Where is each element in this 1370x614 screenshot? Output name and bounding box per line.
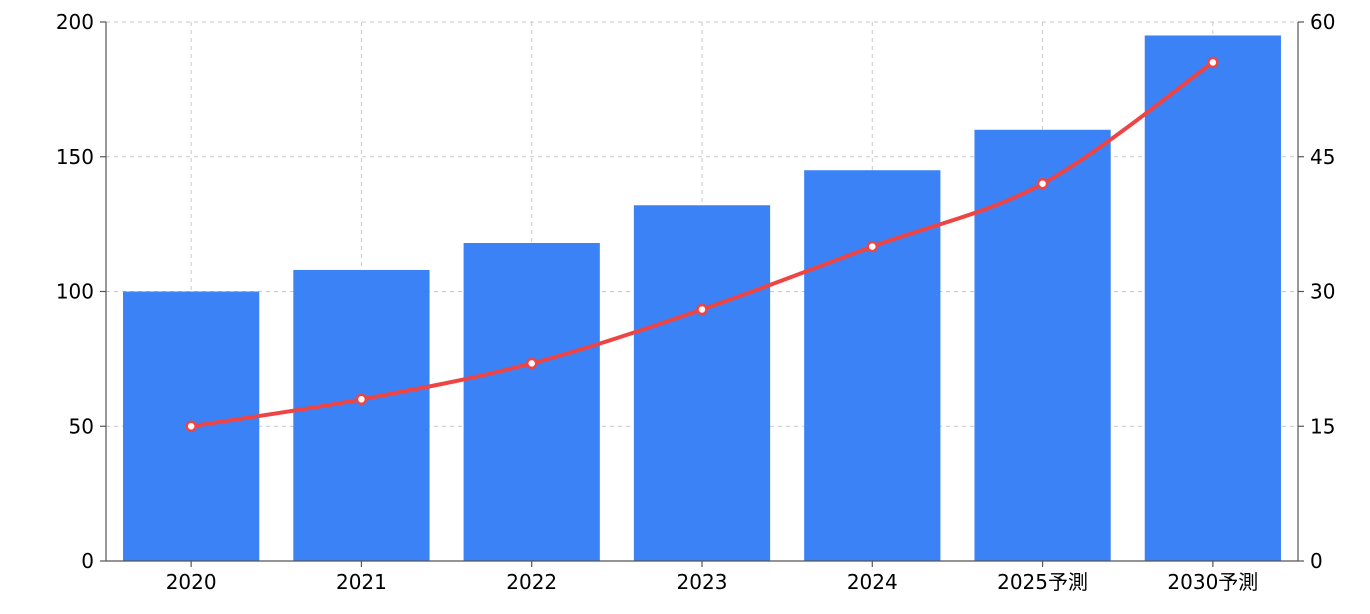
bar [633,205,771,561]
right-tick-label: 30 [1310,280,1335,304]
bar [974,129,1111,562]
bar [1144,35,1281,562]
axes [100,21,1304,567]
left-tick-label: 0 [81,549,94,573]
line-point [185,420,197,432]
x-tick-label: 2020 [166,570,217,594]
right-tick-label: 0 [1310,549,1323,573]
trend-line [185,56,1219,432]
line-point [1207,56,1219,69]
bar [293,269,430,561]
right-tick-label: 15 [1310,414,1335,438]
x-tick-label: 2021 [336,570,387,594]
right-tick-label: 60 [1310,10,1335,34]
line-point [525,357,538,370]
line-point [1036,177,1049,190]
x-tick-label: 2024 [847,570,898,594]
x-tick-label: 2030予測 [1167,570,1258,594]
left-tick-label: 50 [69,414,94,438]
x-tick-label: 2022 [506,570,557,594]
line-point [355,393,368,406]
left-tick-label: 200 [56,10,94,34]
left-tick-label: 150 [56,145,94,169]
x-tick-label: 2025予測 [997,570,1088,594]
tick-labels: 0 50 100 150 200 0 15 30 45 60 2020 2021 2022 2023 202… [56,10,1336,594]
line-point [696,303,708,316]
line-point [866,240,879,253]
left-tick-label: 100 [56,280,94,304]
bar [804,170,941,561]
x-tick-label: 2023 [677,570,728,594]
bar [463,242,600,562]
bars [123,35,1281,562]
right-tick-label: 45 [1310,145,1335,169]
